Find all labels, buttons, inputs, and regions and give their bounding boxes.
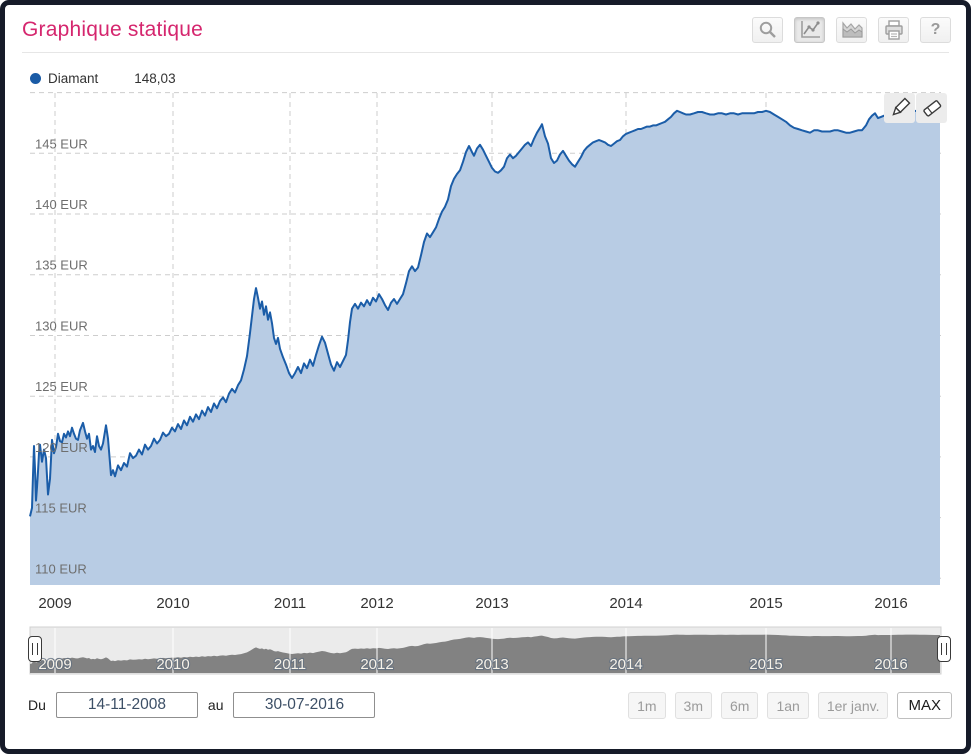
series-area bbox=[30, 110, 940, 586]
range-button-6m[interactable]: 6m bbox=[721, 692, 759, 719]
navigator-year-label: 2011 bbox=[274, 656, 306, 673]
navigator-year-label: 2013 bbox=[475, 656, 508, 673]
legend-item[interactable]: Diamant 148,03 bbox=[30, 71, 176, 86]
y-axis-label: 135 EUR bbox=[35, 258, 88, 273]
handle-grip-icon bbox=[32, 643, 38, 655]
x-axis-label: 2009 bbox=[38, 595, 71, 612]
page-title: Graphique statique bbox=[22, 18, 204, 41]
x-axis-label: 2016 bbox=[874, 595, 907, 612]
area-chart-mode-button[interactable] bbox=[836, 17, 867, 43]
y-axis-label: 145 EUR bbox=[35, 136, 88, 151]
x-axis-label: 2013 bbox=[475, 595, 508, 612]
navigator-handle-right[interactable] bbox=[937, 636, 951, 662]
header-divider bbox=[22, 52, 949, 53]
eraser-icon bbox=[922, 100, 941, 117]
to-label: au bbox=[207, 697, 224, 713]
range-preset-buttons: 1m 3m 6m 1an 1er janv. MAX bbox=[628, 692, 952, 719]
print-button[interactable] bbox=[878, 17, 909, 43]
navigator-series-area bbox=[30, 634, 940, 673]
pencil-icon bbox=[891, 97, 911, 116]
range-button-3m[interactable]: 3m bbox=[674, 692, 712, 719]
y-axis-label: 110 EUR bbox=[35, 561, 87, 576]
date-range-controls: Du au bbox=[28, 692, 376, 718]
help-icon: ? bbox=[930, 21, 941, 38]
area-chart-icon bbox=[841, 21, 863, 38]
y-axis-label: 140 EUR bbox=[35, 197, 88, 212]
zoom-search-button[interactable] bbox=[752, 17, 783, 43]
x-axis-label: 2010 bbox=[156, 595, 189, 612]
navigator-year-label: 2016 bbox=[874, 656, 907, 673]
from-label: Du bbox=[28, 697, 46, 713]
y-axis-label: 120 EUR bbox=[35, 440, 88, 455]
series-name: Diamant bbox=[48, 71, 99, 86]
x-axis-label: 2011 bbox=[274, 595, 306, 612]
search-icon bbox=[759, 21, 776, 38]
range-button-max[interactable]: MAX bbox=[897, 692, 952, 719]
x-axis-label: 2012 bbox=[360, 595, 393, 612]
draw-annotation-button[interactable] bbox=[884, 93, 915, 123]
x-axis-label: 2014 bbox=[609, 595, 642, 612]
navigator-year-label: 2014 bbox=[609, 656, 642, 673]
erase-annotation-button[interactable] bbox=[916, 93, 947, 123]
range-button-1er-janv[interactable]: 1er janv. bbox=[817, 692, 889, 719]
to-date-input[interactable] bbox=[233, 692, 376, 718]
from-date-input[interactable] bbox=[55, 692, 198, 718]
y-axis-label: 115 EUR bbox=[35, 501, 87, 516]
line-chart-mode-button[interactable] bbox=[794, 17, 825, 43]
range-button-1m[interactable]: 1m bbox=[628, 692, 666, 719]
navigator-year-label: 2009 bbox=[38, 656, 71, 673]
navigator-year-label: 2015 bbox=[749, 656, 782, 673]
navigator-year-label: 2012 bbox=[360, 656, 393, 673]
help-button[interactable]: ? bbox=[920, 17, 951, 43]
x-axis-label: 2015 bbox=[749, 595, 782, 612]
navigator-handle-left[interactable] bbox=[28, 636, 42, 662]
printer-icon bbox=[884, 20, 903, 40]
series-last-value: 148,03 bbox=[134, 71, 176, 86]
handle-grip-icon bbox=[941, 643, 947, 655]
series-marker-icon bbox=[30, 73, 41, 84]
range-button-1an[interactable]: 1an bbox=[767, 692, 809, 719]
y-axis-label: 130 EUR bbox=[35, 319, 88, 334]
line-chart-icon bbox=[800, 21, 820, 38]
y-axis-label: 125 EUR bbox=[35, 379, 88, 394]
navigator-year-label: 2010 bbox=[156, 656, 189, 673]
chart-toolbar: ? bbox=[752, 17, 951, 43]
series-line bbox=[29, 109, 941, 517]
